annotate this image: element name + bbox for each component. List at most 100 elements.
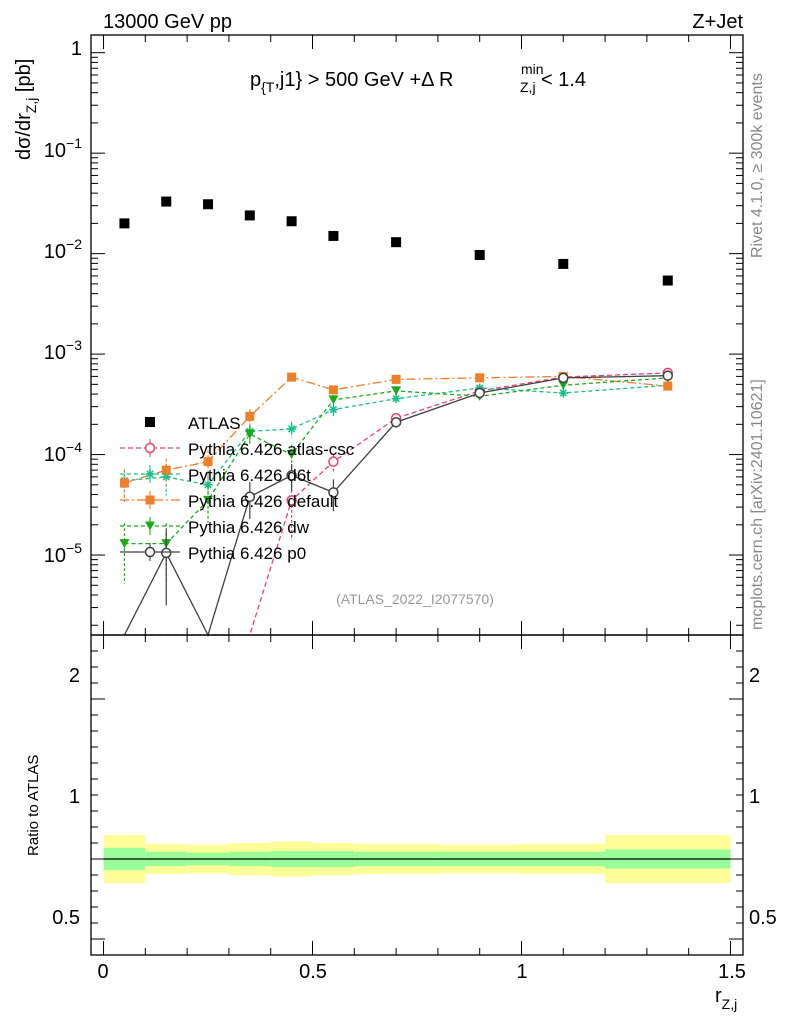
ratio-panel <box>103 835 731 883</box>
main-ytick-label: 1 <box>71 38 82 60</box>
data-point <box>663 381 673 391</box>
data-point <box>475 373 485 383</box>
legend-item: Pythia 6.426 default <box>120 491 339 511</box>
ratio-ytick-label-right: 0.5 <box>749 907 777 929</box>
axes-frame <box>90 34 744 956</box>
main-ytick-label: 10−2 <box>44 236 82 263</box>
main-ytick-label: 10−4 <box>44 439 82 466</box>
data-point <box>119 218 130 229</box>
data-point <box>244 210 255 221</box>
ratio-ytick-label: 1 <box>69 786 80 808</box>
series-line <box>124 375 668 484</box>
data-point <box>119 478 129 488</box>
svg-text:1: 1 <box>71 38 82 60</box>
ratio-frame <box>90 634 744 956</box>
legend-item: Pythia 6.426 d6t <box>120 465 311 485</box>
xlabel: rZ,j <box>715 985 737 1012</box>
legend-item: ATLAS <box>145 414 241 433</box>
data-point <box>286 450 297 460</box>
data-point <box>160 547 172 559</box>
data-point <box>474 387 485 399</box>
data-point <box>161 196 172 207</box>
main-ytick-label: 10−5 <box>44 540 82 567</box>
data-point <box>286 470 297 481</box>
legend-item: Pythia 6.426 dw <box>120 517 310 537</box>
data-point <box>245 411 255 421</box>
series-atlas <box>119 196 673 286</box>
legend-marker <box>145 521 155 531</box>
data-point <box>244 429 255 439</box>
ratio-ytick-label-right: 1 <box>749 786 760 808</box>
data-point <box>391 237 402 248</box>
legend: ATLAS Pythia 6.426 atlas-csc Pythia 6.426 … <box>120 414 355 563</box>
series-pythia-6-426-p0 <box>123 370 674 637</box>
legend-marker <box>144 442 156 454</box>
data-point <box>391 394 401 404</box>
data-point <box>558 258 569 269</box>
legend-label: Pythia 6.426 dw <box>188 518 310 537</box>
data-point <box>474 249 485 260</box>
legend-label: Pythia 6.426 default <box>188 492 339 511</box>
data-point <box>558 372 569 384</box>
data-point <box>328 456 339 467</box>
ratio-ytick-label-right: 2 <box>749 665 760 687</box>
data-point <box>287 424 297 434</box>
data-point <box>286 216 297 227</box>
source-label: mcplots.cern.ch [arXiv:2401.10621] <box>749 379 766 630</box>
main-panel <box>119 196 674 637</box>
process-label: Z+Jet <box>692 11 743 33</box>
legend-item: Pythia 6.426 p0 <box>120 543 306 563</box>
data-point <box>391 374 401 384</box>
legend-marker <box>145 469 155 479</box>
data-point <box>328 405 338 415</box>
legend-label: Pythia 6.426 atlas-csc <box>188 440 355 459</box>
data-point <box>287 372 297 382</box>
legend-item: Pythia 6.426 atlas-csc <box>120 439 355 459</box>
legend-label: Pythia 6.426 p0 <box>188 544 306 563</box>
data-point <box>161 465 171 475</box>
data-point <box>328 487 339 498</box>
series-pythia-6-426-default <box>119 371 673 502</box>
energy-label: 13000 GeV pp <box>103 11 232 33</box>
ratio-ytick-label: 0.5 <box>52 907 80 929</box>
legend-label: ATLAS <box>188 414 241 433</box>
analysis-watermark: (ATLAS_2022_I2077570) <box>336 591 494 607</box>
data-point <box>328 385 338 395</box>
xtick-label: 1.5 <box>718 961 746 983</box>
cut-label-sup: min <box>521 61 544 77</box>
data-point <box>328 230 339 241</box>
ratio-ylabel: Ratio to ATLAS <box>25 755 42 856</box>
legend-marker <box>145 417 155 427</box>
legend-marker <box>145 495 155 505</box>
main-ytick-label: 10−1 <box>44 135 82 162</box>
cut-label-p1: p <box>250 69 261 91</box>
xtick-label: 1 <box>516 961 527 983</box>
main-ylabel: dσ/drZ,j [pb] <box>13 59 39 160</box>
data-point <box>244 491 256 503</box>
data-point <box>203 457 213 467</box>
cut-label-sub: Z,j <box>520 79 536 95</box>
data-point <box>662 370 674 381</box>
cut-label: p{T,j1} > 500 GeV +Δ R <box>250 69 453 95</box>
series-line <box>123 375 668 637</box>
data-point <box>558 380 569 390</box>
data-point <box>203 199 214 210</box>
data-point <box>328 395 339 405</box>
xtick-label: 0 <box>97 961 108 983</box>
series-line <box>124 372 668 636</box>
main-ytick-label: 10−3 <box>44 337 82 364</box>
cut-label-p1-sub: {T <box>261 79 275 95</box>
xtick-label: 0.5 <box>299 961 327 983</box>
data-point <box>662 275 673 286</box>
ratio-ytick-label: 2 <box>69 665 80 687</box>
data-point <box>391 386 402 396</box>
legend-marker <box>144 546 156 558</box>
cut-label-p3: < 1.4 <box>541 69 586 91</box>
series-line <box>124 377 668 545</box>
data-point <box>286 495 297 506</box>
rivet-label: Rivet 4.1.0, ≥ 300k events <box>749 73 766 258</box>
data-point <box>558 388 568 398</box>
cut-label-p2: ,j1} > 500 GeV +Δ R <box>274 69 453 91</box>
legend-label: Pythia 6.426 d6t <box>188 466 311 485</box>
